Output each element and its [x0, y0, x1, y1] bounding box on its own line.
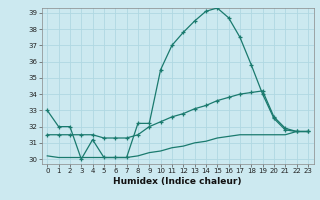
X-axis label: Humidex (Indice chaleur): Humidex (Indice chaleur)	[113, 177, 242, 186]
